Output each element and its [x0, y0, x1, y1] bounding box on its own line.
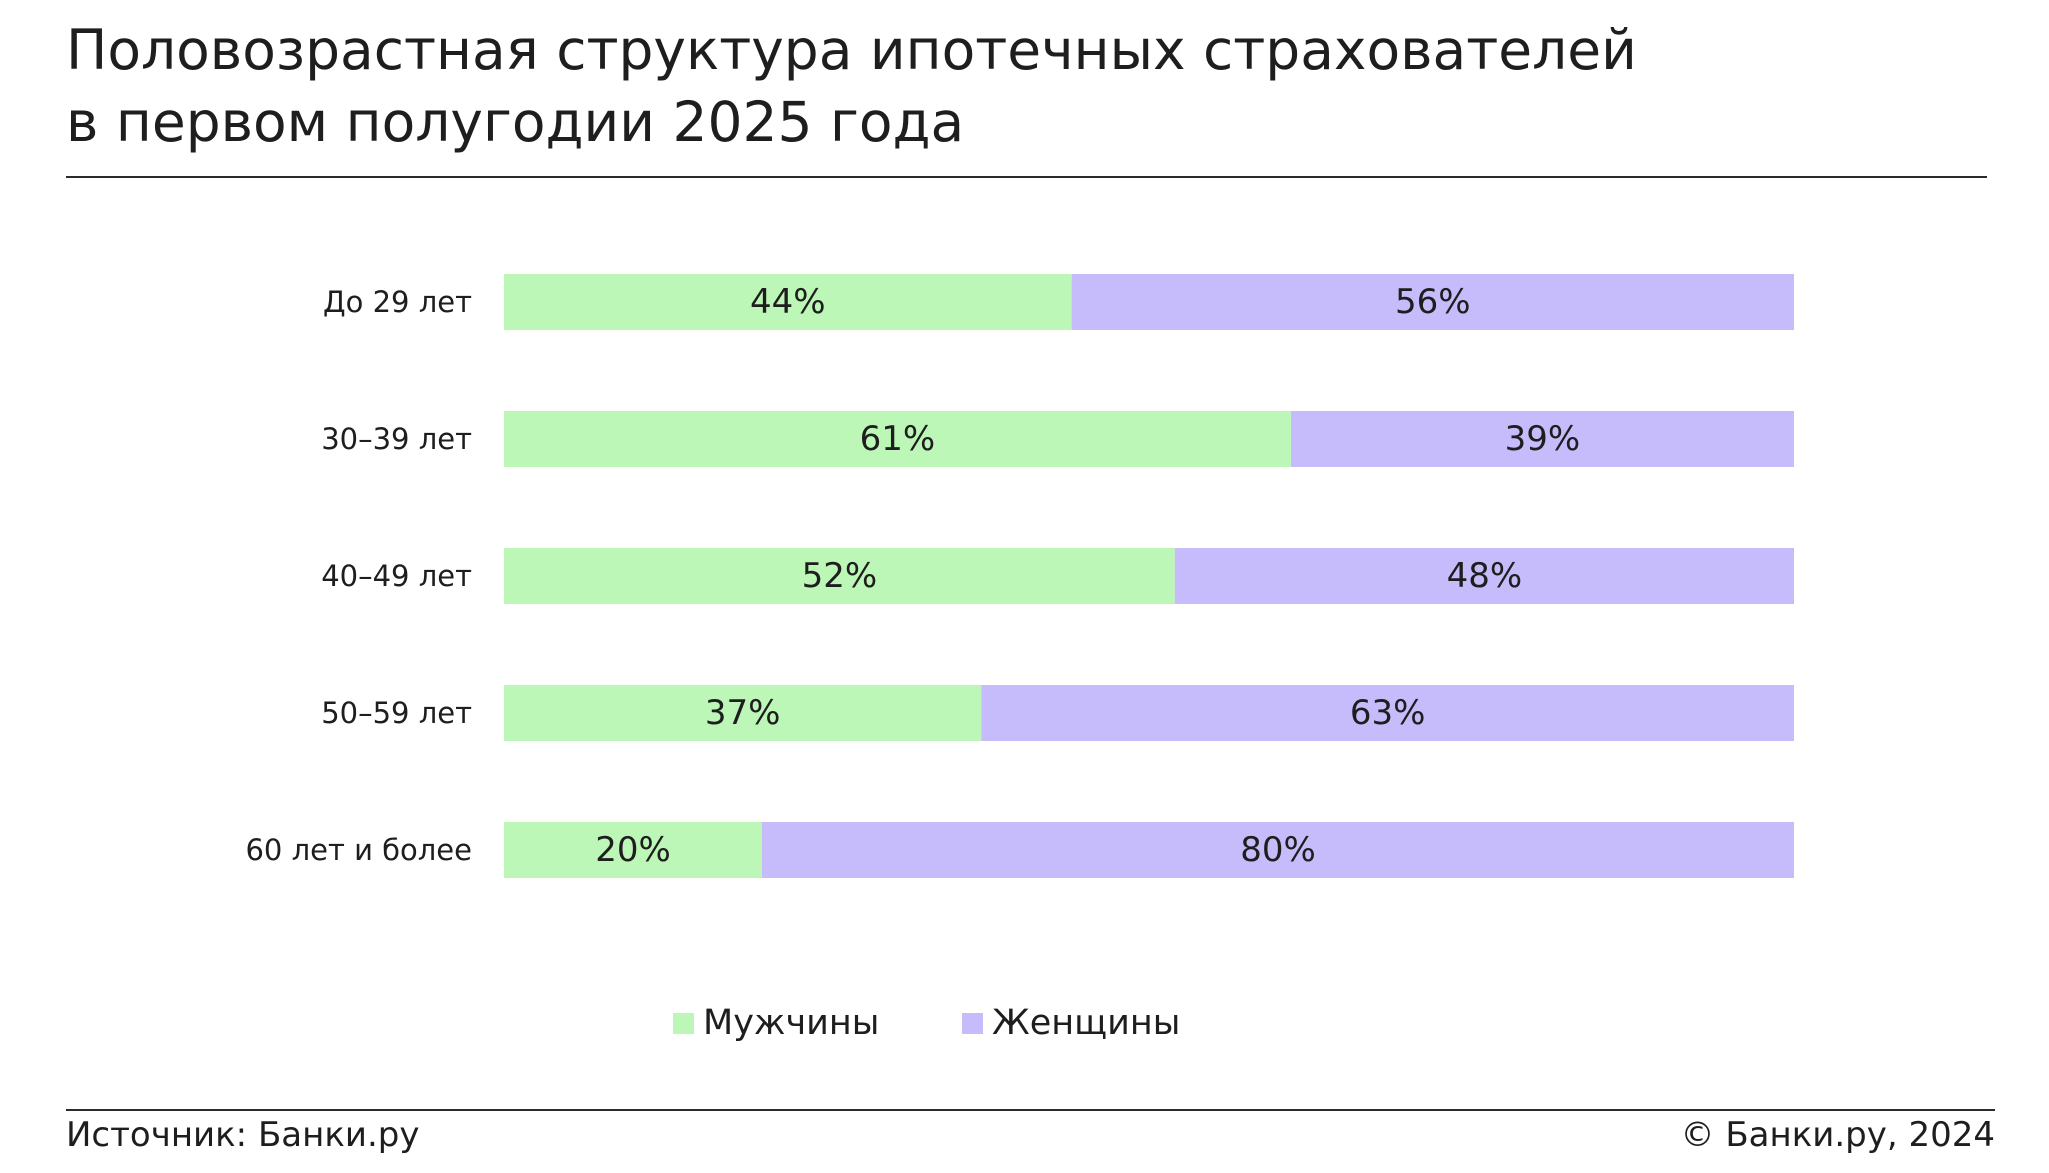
category-label: 60 лет и более	[245, 833, 472, 867]
bar-row: 30–39 лет 61% 39%	[321, 411, 1794, 467]
data-label: 44%	[750, 282, 826, 322]
data-label: 39%	[1505, 419, 1581, 459]
bar-segment-women	[1174, 548, 1794, 604]
category-label: 50–59 лет	[321, 696, 472, 730]
header-divider	[66, 176, 1987, 178]
bar-segment-men	[504, 822, 762, 878]
chart-title-line-1: Половозрастная структура ипотечных страх…	[66, 18, 1637, 82]
data-label: 63%	[1350, 693, 1426, 733]
bar-row: 50–59 лет 37% 63%	[321, 685, 1794, 741]
data-label: 52%	[802, 556, 878, 596]
legend-item-men: Мужчины	[673, 1000, 879, 1046]
chart-legend: Мужчины Женщины	[0, 1000, 2049, 1046]
legend-swatch-women	[962, 1012, 983, 1034]
bar-row: 60 лет и более 20% 80%	[245, 822, 1794, 878]
bar-segment-men	[504, 685, 982, 741]
bar-segment-men	[504, 274, 1072, 330]
legend-item-women: Женщины	[962, 1000, 1180, 1046]
bar-segment-men	[504, 411, 1291, 467]
chart-title: Половозрастная структура ипотечных страх…	[66, 14, 1966, 158]
bar-segment-women	[1290, 411, 1794, 467]
bar-segment-women	[762, 822, 1794, 878]
legend-label-women: Женщины	[992, 1003, 1181, 1043]
bar-segment-men	[504, 548, 1175, 604]
data-label: 80%	[1240, 830, 1316, 870]
bar-segment-women	[981, 685, 1794, 741]
data-label: 37%	[705, 693, 781, 733]
data-label: 61%	[860, 419, 936, 459]
data-label: 56%	[1395, 282, 1471, 322]
legend-label-men: Мужчины	[703, 1003, 880, 1043]
stacked-bar-chart: До 29 лет 44% 56% 30–39 лет 61% 39% 40–49 лет 5…	[245, 274, 1794, 878]
chart-title-line-2: в первом полугодии 2025 года	[66, 90, 965, 154]
bar-row: 40–49 лет 52% 48%	[321, 548, 1794, 604]
category-label: 40–49 лет	[321, 559, 472, 593]
copyright-note: © Банки.ру, 2024	[1680, 1115, 1995, 1155]
source-note: Источник: Банки.ру	[66, 1115, 420, 1155]
data-label: 48%	[1447, 556, 1523, 596]
category-label: 30–39 лет	[321, 422, 472, 456]
data-label: 20%	[595, 830, 671, 870]
bar-segment-women	[1071, 274, 1794, 330]
category-label: До 29 лет	[323, 285, 472, 319]
footer-divider	[66, 1109, 1995, 1111]
legend-swatch-men	[673, 1012, 694, 1034]
bar-row: До 29 лет 44% 56%	[323, 274, 1794, 330]
